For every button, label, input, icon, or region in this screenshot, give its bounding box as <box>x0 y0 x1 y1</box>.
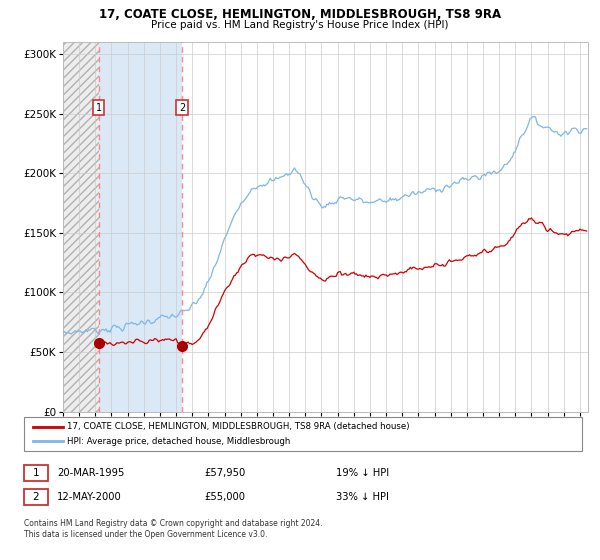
Text: 17, COATE CLOSE, HEMLINGTON, MIDDLESBROUGH, TS8 9RA: 17, COATE CLOSE, HEMLINGTON, MIDDLESBROU… <box>99 8 501 21</box>
Text: 19% ↓ HPI: 19% ↓ HPI <box>336 468 389 478</box>
Text: 2: 2 <box>179 102 185 113</box>
Text: 2: 2 <box>32 492 40 502</box>
Bar <box>99 42 182 412</box>
Text: 20-MAR-1995: 20-MAR-1995 <box>57 468 124 478</box>
Text: 17, COATE CLOSE, HEMLINGTON, MIDDLESBROUGH, TS8 9RA (detached house): 17, COATE CLOSE, HEMLINGTON, MIDDLESBROU… <box>67 422 410 431</box>
Bar <box>63 42 99 412</box>
Text: 12-MAY-2000: 12-MAY-2000 <box>57 492 122 502</box>
Text: HPI: Average price, detached house, Middlesbrough: HPI: Average price, detached house, Midd… <box>67 437 290 446</box>
Text: £57,950: £57,950 <box>204 468 245 478</box>
Text: 1: 1 <box>96 102 102 113</box>
Text: 33% ↓ HPI: 33% ↓ HPI <box>336 492 389 502</box>
Text: 1: 1 <box>32 468 40 478</box>
Text: Contains HM Land Registry data © Crown copyright and database right 2024.
This d: Contains HM Land Registry data © Crown c… <box>24 519 323 539</box>
Text: £55,000: £55,000 <box>204 492 245 502</box>
Text: Price paid vs. HM Land Registry's House Price Index (HPI): Price paid vs. HM Land Registry's House … <box>151 20 449 30</box>
